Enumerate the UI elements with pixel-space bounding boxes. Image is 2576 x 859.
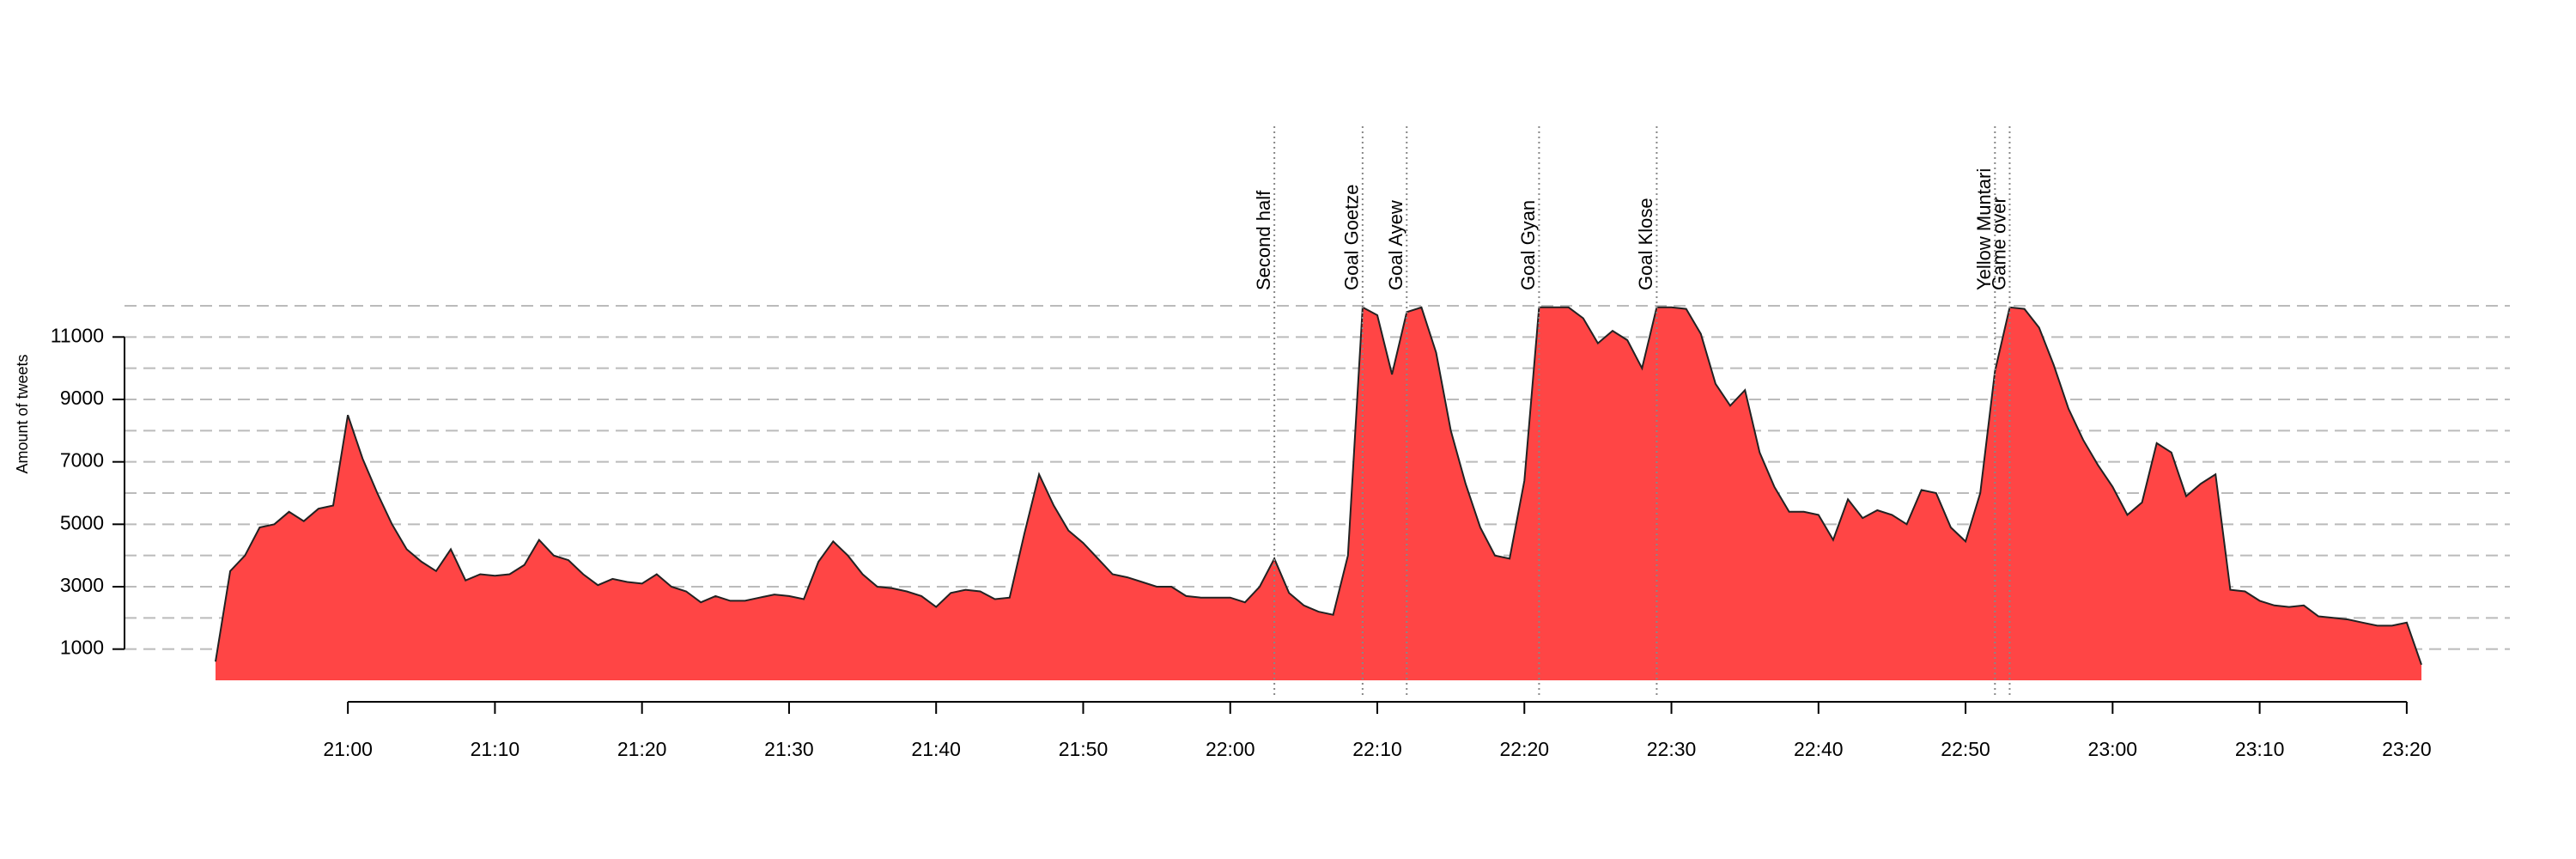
- x-tick-label: 22:30: [1647, 738, 1697, 760]
- x-tick-label: 22:40: [1794, 738, 1844, 760]
- x-tick-label: 21:20: [617, 738, 667, 760]
- x-tick-label: 21:00: [323, 738, 373, 760]
- annotation-label: Goal Gyan: [1517, 200, 1539, 290]
- x-tick-label: 23:20: [2382, 738, 2432, 760]
- y-tick-label: 7000: [60, 449, 104, 472]
- annotation-label: Game over: [1988, 197, 2009, 290]
- annotation-label: Goal Klose: [1635, 198, 1656, 290]
- y-tick-label: 11000: [51, 324, 104, 346]
- x-tick-label: 22:10: [1352, 738, 1402, 760]
- annotation-label: Goal Ayew: [1385, 200, 1406, 290]
- line: [215, 306, 2422, 666]
- x-tick-label: 23:10: [2235, 738, 2285, 760]
- x-tick-label: 21:40: [911, 738, 961, 760]
- x-tick-label: 22:20: [1499, 738, 1549, 760]
- y-tick-label: 9000: [60, 387, 104, 409]
- x-tick-label: 22:50: [1941, 738, 1990, 760]
- annotation-label: Goal Goetze: [1341, 184, 1363, 290]
- area: [216, 307, 2421, 680]
- y-axis-label: Amount of tweets: [14, 354, 31, 473]
- x-tick-label: 22:00: [1206, 738, 1255, 760]
- annotation-label: Second half: [1253, 190, 1274, 290]
- y-tick-label: 3000: [60, 574, 104, 596]
- y-tick-label: 5000: [60, 511, 104, 533]
- x-tick-label: 21:50: [1059, 738, 1109, 760]
- y-tick-label: 1000: [60, 637, 104, 659]
- x-tick-label: 23:00: [2088, 738, 2138, 760]
- x-tick-label: 21:30: [764, 738, 814, 760]
- x-tick-label: 21:10: [471, 738, 520, 760]
- annotation-label: Yellow Muntari: [1973, 168, 1995, 290]
